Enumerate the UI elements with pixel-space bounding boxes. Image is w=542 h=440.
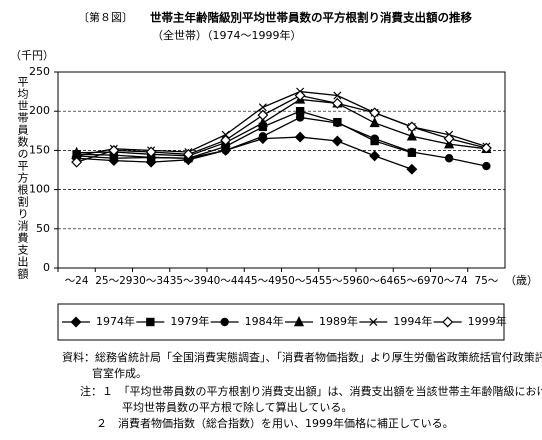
series-line [76, 110, 413, 159]
series-line [76, 90, 487, 157]
marker [220, 134, 232, 146]
x-tick-label: 30～34 [133, 275, 171, 287]
marker [369, 150, 381, 162]
note-text: ２ 消費者物価指数（総合指数）を用い、1999年価格に補正している。 [96, 416, 454, 430]
note-text: 注：１ 「平均世帯員数の平方根割り消費支出額」は、消費支出額を当該世帯主年齢階級… [80, 384, 542, 398]
figure-label: 〔第８図〕 [78, 10, 133, 24]
marker [369, 317, 378, 327]
x-tick-label: 75～ [474, 275, 498, 287]
marker [182, 148, 194, 160]
marker [442, 316, 454, 328]
legend-label: 1994年 [393, 314, 432, 328]
marker [293, 316, 305, 327]
marker [258, 132, 268, 141]
x-tick-label: 60～64 [356, 275, 394, 287]
series-line [76, 98, 487, 157]
legend-box [57, 303, 505, 341]
y-tick-label: 50 [36, 222, 50, 235]
marker [257, 117, 268, 128]
y-tick-label: 250 [29, 65, 50, 78]
y-tick-label: 100 [29, 183, 50, 196]
marker [295, 113, 305, 122]
marker [220, 317, 229, 327]
chart-title: 世帯主年齢階級別平均世帯員数の平方根割り消費支出額の推移 [150, 11, 472, 25]
marker [145, 146, 157, 158]
marker [71, 156, 83, 168]
x-tick-label: 65～69 [393, 275, 430, 287]
legend-label: 1979年 [170, 314, 209, 328]
x-tick-label: 40～44 [207, 275, 245, 287]
x-tick-label: ～24 [65, 275, 89, 287]
marker [333, 91, 342, 100]
x-tick-label: 25～29 [95, 275, 132, 287]
chart-subtitle: （全世帯）（1974～1999年） [152, 28, 302, 42]
marker [444, 154, 454, 163]
x-tick-label: 45～49 [244, 275, 281, 287]
marker [221, 130, 230, 139]
note-text: 平均世帯員数の平方根で除して算出している。 [122, 400, 352, 414]
marker [369, 117, 380, 128]
marker [369, 107, 381, 119]
marker [406, 163, 418, 175]
series-line [76, 136, 413, 170]
y-tick-label: 200 [29, 104, 50, 117]
x-tick-label: 55～59 [319, 275, 356, 287]
marker [443, 133, 455, 145]
marker [480, 142, 492, 154]
marker [407, 147, 417, 157]
marker [333, 118, 342, 128]
marker [406, 121, 418, 133]
series-line [76, 116, 487, 167]
marker [331, 135, 343, 147]
x-tick-label: 35～39 [170, 275, 207, 287]
y-tick-label: 150 [29, 143, 50, 156]
note-text: 官室作成。 [92, 366, 147, 380]
y-tick-label: 0 [43, 261, 50, 274]
plot-frame [57, 71, 506, 269]
marker [370, 134, 379, 143]
marker [294, 131, 306, 143]
x-tick-label: 50～54 [282, 275, 320, 287]
marker [294, 90, 306, 101]
marker [257, 109, 269, 121]
legend-label: 1999年 [468, 314, 507, 328]
note-text: 資料：総務省統計局「全国消費実態調査」、「消費者物価指数」より厚生労働省政策統括… [62, 350, 542, 364]
marker [146, 317, 155, 327]
x-unit: （歳） [505, 274, 538, 287]
y-axis-title: 平均世帯員数の平方根割り消費支出額 [16, 76, 29, 280]
marker [406, 130, 417, 141]
marker [331, 97, 343, 109]
legend-label: 1974年 [96, 314, 135, 328]
marker [482, 161, 491, 171]
legend-label: 1984年 [245, 314, 284, 328]
series-line [76, 94, 487, 163]
marker [108, 144, 120, 156]
x-tick-label: 70～74 [431, 275, 469, 287]
marker [72, 151, 81, 160]
legend-label: 1989年 [319, 314, 358, 328]
marker [70, 316, 82, 328]
marker [221, 146, 230, 155]
marker [258, 103, 267, 112]
y-unit: （千円） [10, 49, 54, 62]
